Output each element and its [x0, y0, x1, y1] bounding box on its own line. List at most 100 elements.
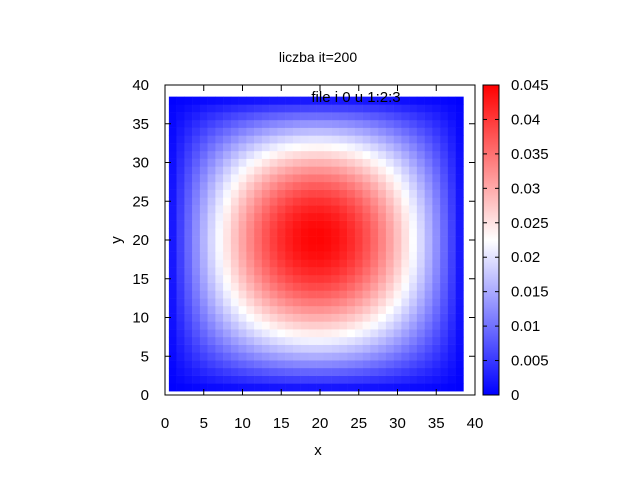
heatmap-cell [393, 143, 402, 152]
heatmap-cell [168, 166, 177, 175]
heatmap-cell [323, 344, 332, 353]
heatmap-cell [246, 344, 255, 353]
heatmap-cell [316, 290, 325, 299]
heatmap-cell [300, 305, 309, 314]
heatmap-cell [393, 267, 402, 276]
heatmap-cell [238, 282, 247, 291]
heatmap-cell [269, 220, 278, 229]
heatmap-cell [223, 158, 232, 167]
heatmap-cell [223, 313, 232, 322]
heatmap-cell [331, 321, 340, 330]
heatmap-cell [362, 150, 371, 159]
heatmap-cell [176, 251, 185, 260]
heatmap-cell [362, 220, 371, 229]
heatmap-cell [199, 236, 208, 245]
heatmap-cell [254, 189, 263, 198]
heatmap-cell [316, 181, 325, 190]
heatmap-cell [362, 290, 371, 299]
heatmap-cell [424, 236, 433, 245]
heatmap-cell [199, 251, 208, 260]
heatmap-cell [393, 259, 402, 268]
heatmap-cell [432, 344, 441, 353]
heatmap-cell [277, 112, 286, 121]
heatmap-cell [199, 336, 208, 345]
heatmap-cell [176, 205, 185, 214]
heatmap-cell [215, 243, 224, 252]
heatmap-cell [192, 212, 201, 221]
heatmap-cell [192, 236, 201, 245]
heatmap-cell [308, 243, 317, 252]
heatmap-cell [238, 135, 247, 144]
heatmap-cell [440, 174, 449, 183]
heatmap-cell [292, 205, 301, 214]
heatmap-cell [424, 205, 433, 214]
heatmap-cell [347, 383, 356, 392]
heatmap-cell [215, 259, 224, 268]
heatmap-cell [354, 228, 363, 237]
heatmap-cell [354, 344, 363, 353]
heatmap-cell [246, 189, 255, 198]
heatmap-cell [370, 259, 379, 268]
heatmap-cell [323, 336, 332, 345]
heatmap-cell [339, 212, 348, 221]
heatmap-cell [378, 290, 387, 299]
heatmap-cell [393, 119, 402, 128]
heatmap-cell [215, 321, 224, 330]
heatmap-cell [440, 197, 449, 206]
heatmap-cell [362, 367, 371, 376]
heatmap-cell [285, 259, 294, 268]
heatmap-cell [424, 174, 433, 183]
heatmap-cell [254, 367, 263, 376]
heatmap-cell [331, 375, 340, 384]
heatmap-cell [261, 174, 270, 183]
heatmap-cell [370, 166, 379, 175]
heatmap-cell [277, 174, 286, 183]
heatmap-cell [192, 96, 201, 105]
heatmap-cell [277, 383, 286, 392]
heatmap-cell [409, 143, 418, 152]
heatmap-cell [385, 243, 394, 252]
heatmap-cell [331, 96, 340, 105]
heatmap-cell [385, 143, 394, 152]
heatmap-cell [292, 360, 301, 369]
heatmap-cell [308, 143, 317, 152]
heatmap-cell [339, 298, 348, 307]
heatmap-cell [409, 251, 418, 260]
heatmap-cell [176, 189, 185, 198]
heatmap-cell [246, 236, 255, 245]
heatmap-cell [385, 166, 394, 175]
heatmap-cell [331, 174, 340, 183]
heatmap-cell [339, 329, 348, 338]
heatmap-cell [362, 305, 371, 314]
heatmap-cell [447, 135, 456, 144]
heatmap-cell [323, 181, 332, 190]
heatmap-cell [424, 298, 433, 307]
heatmap-cell [447, 274, 456, 283]
heatmap-cell [207, 329, 216, 338]
heatmap-cell [354, 119, 363, 128]
heatmap-cell [269, 181, 278, 190]
heatmap-cell [207, 104, 216, 113]
heatmap-cell [447, 259, 456, 268]
heatmap-cell [432, 189, 441, 198]
heatmap-cell [246, 112, 255, 121]
heatmap-cell [246, 96, 255, 105]
heatmap-cell [238, 205, 247, 214]
heatmap-cell [455, 205, 464, 214]
heatmap-cell [192, 228, 201, 237]
heatmap-cell [254, 143, 263, 152]
heatmap-cell [378, 298, 387, 307]
heatmap-cell [362, 336, 371, 345]
heatmap-cell [385, 336, 394, 345]
heatmap-cell [393, 174, 402, 183]
heatmap-cell [230, 375, 239, 384]
heatmap-cell [223, 228, 232, 237]
heatmap-cell [316, 383, 325, 392]
heatmap-cell [308, 135, 317, 144]
heatmap-cell [223, 220, 232, 229]
heatmap-cell [246, 243, 255, 252]
heatmap-cell [409, 305, 418, 314]
heatmap-cell [409, 104, 418, 113]
heatmap-cell [238, 344, 247, 353]
heatmap-cell [300, 236, 309, 245]
